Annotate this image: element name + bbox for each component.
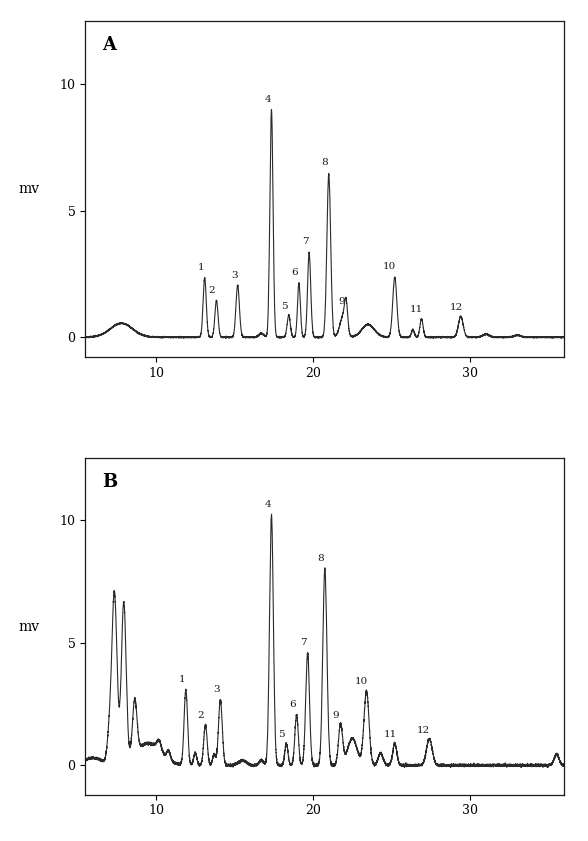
Text: 4: 4 [264, 500, 271, 510]
Text: 8: 8 [322, 158, 328, 167]
Text: 7: 7 [300, 638, 307, 647]
Text: 2: 2 [198, 711, 205, 720]
Text: 9: 9 [333, 711, 339, 720]
Text: 3: 3 [213, 685, 220, 694]
Text: 8: 8 [317, 554, 324, 563]
Text: 2: 2 [209, 287, 215, 295]
Text: 1: 1 [198, 263, 204, 272]
Text: 6: 6 [291, 268, 298, 277]
Text: 4: 4 [264, 96, 271, 104]
Text: 11: 11 [383, 731, 397, 739]
Text: 9: 9 [338, 297, 345, 305]
Text: 5: 5 [280, 302, 288, 310]
Text: B: B [102, 473, 117, 491]
Text: 5: 5 [278, 731, 285, 739]
Text: A: A [102, 36, 116, 54]
Text: 3: 3 [231, 271, 238, 279]
Y-axis label: mv: mv [18, 620, 39, 633]
Text: 10: 10 [355, 677, 368, 686]
Text: 12: 12 [449, 303, 463, 312]
Text: 7: 7 [302, 237, 309, 246]
Text: 6: 6 [289, 701, 296, 709]
Y-axis label: mv: mv [18, 182, 39, 196]
Text: 1: 1 [179, 675, 185, 685]
Text: 12: 12 [417, 726, 430, 734]
Text: 10: 10 [383, 262, 396, 272]
Text: 11: 11 [410, 305, 423, 315]
